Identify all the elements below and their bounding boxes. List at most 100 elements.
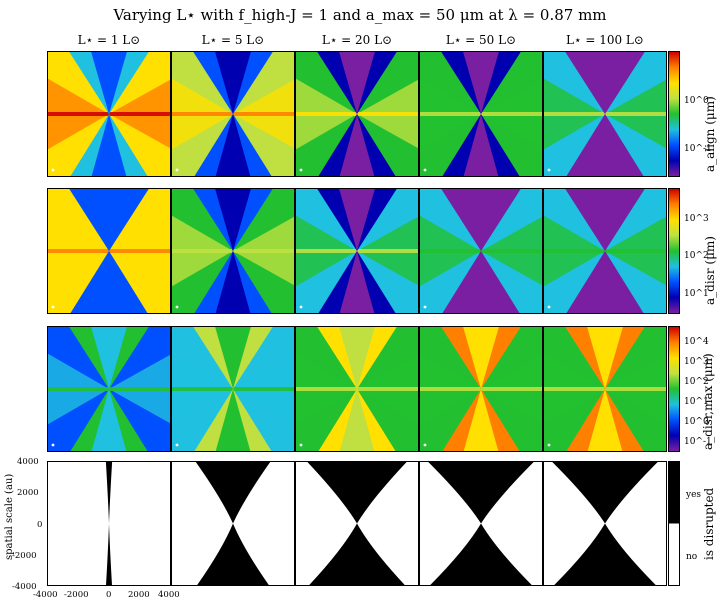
outflow-core-bottom bbox=[587, 114, 623, 176]
disrupted-region-top bbox=[428, 462, 534, 524]
beam-marker bbox=[51, 443, 55, 447]
disrupted-region-top bbox=[195, 462, 271, 524]
column-title: L⋆ = 20 L⊙ bbox=[321, 33, 393, 47]
outflow-core-top bbox=[339, 52, 375, 114]
heatmap-panel bbox=[47, 461, 171, 586]
heatmap-panel bbox=[47, 188, 171, 314]
x-tick-label: -2000 bbox=[64, 590, 89, 600]
x-tick-label: -4000 bbox=[33, 590, 58, 600]
outflow-core-bottom bbox=[91, 389, 127, 451]
colorbar-tick: 10^1 bbox=[684, 397, 709, 407]
colorbar-tick: 10^4 bbox=[684, 337, 709, 347]
heatmap-panel bbox=[171, 51, 295, 177]
heatmap-panel bbox=[419, 51, 543, 177]
y-tick-label: 4000 bbox=[17, 457, 39, 467]
beam-marker bbox=[547, 305, 551, 309]
colorbar-label: a_disr,max (μm) bbox=[701, 353, 715, 450]
outflow-core-bottom bbox=[215, 251, 251, 313]
outflow-core-bottom bbox=[463, 251, 499, 313]
colorbar-tick: 10^3 bbox=[684, 214, 709, 224]
heatmap-panel bbox=[295, 188, 419, 314]
heatmap-panel bbox=[543, 188, 667, 314]
outflow-core-top bbox=[339, 327, 375, 389]
outflow-core-bottom bbox=[339, 389, 375, 451]
colorbar-tick: 10^2 bbox=[684, 377, 709, 387]
column-title: L⋆ = 5 L⊙ bbox=[201, 33, 265, 47]
x-tick-label: 0 bbox=[106, 590, 112, 600]
disrupted-region-bottom bbox=[106, 523, 112, 585]
heatmap-panel bbox=[543, 461, 667, 586]
heatmap-panel bbox=[171, 326, 295, 452]
beam-marker bbox=[299, 305, 303, 309]
beam-marker bbox=[299, 168, 303, 172]
heatmap-panel bbox=[295, 51, 419, 177]
x-tick-label: 4000 bbox=[158, 590, 180, 600]
y-tick-label: -2000 bbox=[12, 551, 37, 561]
outflow-core-bottom bbox=[91, 114, 127, 176]
disrupted-region-top bbox=[105, 462, 113, 524]
beam-marker bbox=[51, 168, 55, 172]
colorbar-a-align bbox=[668, 51, 680, 177]
outflow-core-bottom bbox=[463, 389, 499, 451]
colorbar-tick: 10^-1 bbox=[684, 437, 712, 447]
outflow-core-bottom bbox=[91, 251, 127, 313]
beam-marker bbox=[423, 168, 427, 172]
colorbar-tick: 10^0 bbox=[684, 96, 709, 106]
heatmap-panel bbox=[47, 326, 171, 452]
column-title: L⋆ = 1 L⊙ bbox=[77, 33, 141, 47]
beam-marker bbox=[51, 305, 55, 309]
outflow-core-top bbox=[587, 189, 623, 251]
y-tick-label: 0 bbox=[37, 520, 43, 530]
beam-marker bbox=[423, 305, 427, 309]
colorbar-tick: 10^1 bbox=[684, 289, 709, 299]
outflow-core-bottom bbox=[339, 251, 375, 313]
heatmap-panel bbox=[419, 326, 543, 452]
beam-marker bbox=[175, 443, 179, 447]
y-tick-label: -4000 bbox=[12, 582, 37, 592]
outflow-core-top bbox=[215, 52, 251, 114]
colorbar-label: a_align (μm) bbox=[703, 96, 717, 172]
outflow-core-top bbox=[463, 189, 499, 251]
column-title: L⋆ = 50 L⊙ bbox=[445, 33, 517, 47]
heatmap-panel bbox=[543, 51, 667, 177]
outflow-core-bottom bbox=[587, 251, 623, 313]
colorbar-tick: 10^2 bbox=[684, 251, 709, 261]
colorbar-is-disrupted bbox=[668, 461, 680, 586]
heatmap-panel bbox=[543, 326, 667, 452]
colorbar-a-disr bbox=[668, 188, 680, 314]
colorbar-label: a_disr (μm) bbox=[703, 236, 717, 305]
outflow-core-top bbox=[463, 327, 499, 389]
heatmap-panel bbox=[295, 461, 419, 586]
colorbar-tick: 10^-1 bbox=[684, 144, 712, 154]
colorbar-label: is disrupted bbox=[702, 487, 716, 560]
disrupted-region-bottom bbox=[554, 523, 656, 585]
outflow-core-top bbox=[587, 327, 623, 389]
heatmap-panel bbox=[171, 461, 295, 586]
beam-marker bbox=[547, 443, 551, 447]
heatmap-panel bbox=[295, 326, 419, 452]
outflow-core-bottom bbox=[215, 389, 251, 451]
outflow-core-top bbox=[463, 52, 499, 114]
beam-marker bbox=[547, 168, 551, 172]
disrupted-region-bottom bbox=[197, 523, 269, 585]
outflow-core-top bbox=[339, 189, 375, 251]
column-title: L⋆ = 100 L⊙ bbox=[566, 33, 644, 47]
colorbar-tick: 10^3 bbox=[684, 357, 709, 367]
beam-marker bbox=[175, 168, 179, 172]
beam-marker bbox=[423, 443, 427, 447]
outflow-core-bottom bbox=[463, 114, 499, 176]
colorbar-tick: yes bbox=[686, 490, 702, 500]
x-tick-label: 2000 bbox=[128, 590, 150, 600]
outflow-core-top bbox=[91, 327, 127, 389]
outflow-core-bottom bbox=[587, 389, 623, 451]
disrupted-region-top bbox=[552, 462, 658, 524]
outflow-core-top bbox=[215, 189, 251, 251]
outflow-core-top bbox=[215, 327, 251, 389]
heatmap-panel bbox=[47, 51, 171, 177]
disrupted-region-bottom bbox=[430, 523, 532, 585]
beam-marker bbox=[175, 305, 179, 309]
outflow-core-top bbox=[91, 189, 127, 251]
disrupted-region-top bbox=[307, 462, 407, 524]
beam-marker bbox=[299, 443, 303, 447]
colorbar-a-disr-max bbox=[668, 326, 680, 452]
